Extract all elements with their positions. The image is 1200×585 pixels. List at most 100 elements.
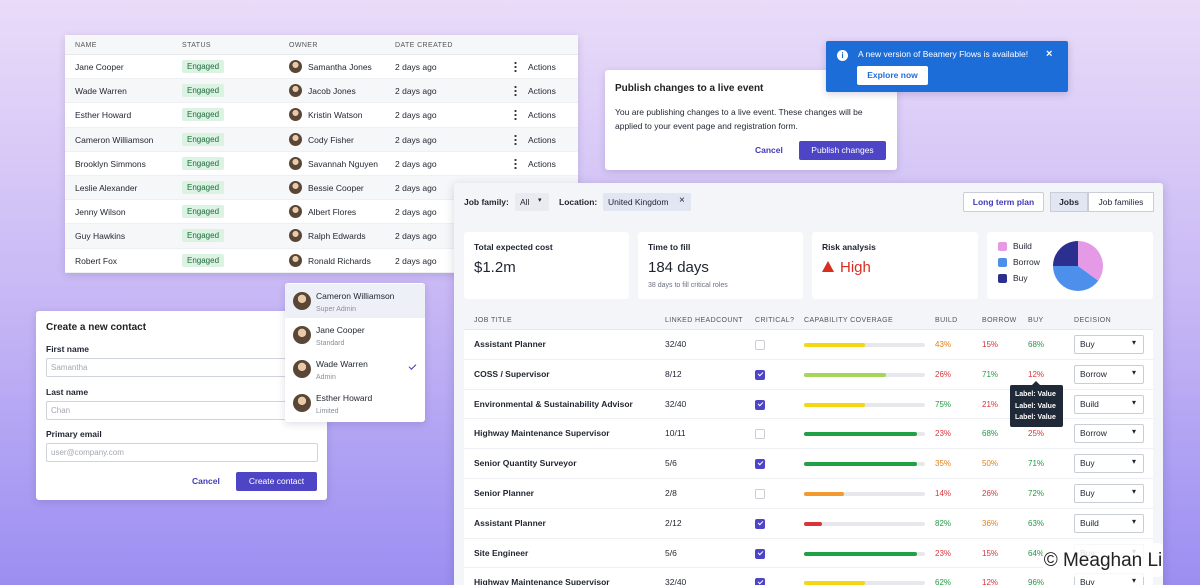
job-title: Senior Planner: [474, 488, 534, 498]
build-percent: 35%: [935, 459, 952, 469]
menu-item[interactable]: Wade Warren Admin: [285, 352, 425, 386]
owner-name: Cody Fisher: [308, 134, 354, 145]
watermark-text: © Meaghan Li: [1043, 550, 1163, 571]
table-row: Environmental & Sustainability Advisor 32…: [464, 390, 1153, 420]
field-label: Primary email: [46, 429, 102, 439]
tooltip-line: Label: Value: [1015, 391, 1056, 398]
checkbox[interactable]: [755, 369, 765, 380]
checkbox[interactable]: [755, 489, 765, 499]
checkbox[interactable]: [755, 429, 765, 440]
create-contact-form: Create a new contact First name Samantha La…: [36, 311, 327, 500]
actions-button[interactable]: Actions: [528, 86, 556, 97]
check-icon: [757, 579, 763, 585]
build-percent: 62%: [935, 578, 952, 585]
plan-button[interactable]: Long term plan: [963, 192, 1044, 212]
menu-item[interactable]: Esther Howard Limited: [285, 386, 425, 420]
card-label: Time to fill: [648, 242, 691, 252]
text-input[interactable]: Chan: [46, 401, 318, 420]
borrow-percent: 21%: [982, 399, 999, 409]
checkbox[interactable]: [755, 340, 765, 350]
menu-item[interactable]: Cameron Williamson Super Admin: [285, 284, 425, 318]
field-label: First name: [46, 344, 89, 354]
user-name: Esther Howard: [316, 393, 373, 403]
caret: ▾: [538, 197, 542, 204]
checkbox[interactable]: [755, 518, 765, 529]
checkbox[interactable]: [755, 548, 765, 559]
checkbox[interactable]: [755, 459, 765, 470]
actions-button[interactable]: Actions: [528, 110, 556, 121]
explore-button[interactable]: Explore now: [857, 66, 928, 85]
field-label: Last name: [46, 387, 89, 397]
user-role: Super Admin: [316, 306, 357, 313]
dashboard: Job family: All ▾ Location: United Kingdom × L…: [454, 183, 1163, 585]
decision-value: Build: [1080, 398, 1099, 409]
user-role: Admin: [316, 374, 336, 381]
filter-label: Location:: [559, 197, 598, 207]
chip-label: United Kingdom: [608, 197, 669, 207]
more-icon: [514, 133, 517, 146]
decision-value: Buy: [1080, 488, 1095, 498]
jobs-table: JOB TITLE LINKED HEADCOUNT CRITICAL? CAPABI…: [464, 310, 1153, 585]
owner-name: Savannah Nguyen: [308, 158, 378, 169]
date-created: 2 days ago: [395, 231, 437, 242]
date-created: 2 days ago: [395, 134, 437, 145]
buy-percent: 71%: [1028, 459, 1045, 469]
card-label: Total expected cost: [474, 242, 553, 252]
actions-button[interactable]: Actions: [528, 158, 556, 169]
build-percent: 14%: [935, 489, 952, 498]
buy-percent: 72%: [1028, 489, 1045, 498]
cancel-button[interactable]: Cancel: [192, 476, 220, 486]
actions-button[interactable]: Actions: [528, 62, 556, 72]
check-icon: [408, 362, 417, 370]
legend-swatch: [998, 274, 1007, 283]
decision-select[interactable]: Buy ▾: [1074, 335, 1144, 354]
cancel-button[interactable]: Cancel: [755, 145, 783, 155]
select[interactable]: All ▾: [515, 193, 549, 211]
confirm-button[interactable]: Publish changes: [799, 141, 886, 160]
tab[interactable]: Jobs: [1050, 192, 1088, 212]
input-placeholder: Chan: [51, 406, 71, 415]
job-title: Site Engineer: [474, 547, 529, 558]
menu-item[interactable]: Jane Cooper Standard: [285, 318, 425, 352]
tab[interactable]: Job families: [1088, 192, 1154, 212]
borrow-percent: 12%: [982, 578, 999, 585]
buy-percent: 63%: [1028, 518, 1045, 528]
column-header: CAPABILITY COVERAGE: [804, 317, 894, 324]
status-badge: Engaged: [182, 60, 225, 73]
checkbox[interactable]: [755, 399, 765, 410]
job-title: Assistant Planner: [474, 339, 546, 349]
headcount: 2/12: [665, 517, 682, 528]
owner-name: Jacob Jones: [308, 86, 356, 97]
avatar: [289, 205, 302, 219]
checkbox[interactable]: [755, 578, 765, 585]
coverage-track: [804, 462, 925, 467]
select-value: All: [520, 197, 530, 207]
legend-swatch: [998, 258, 1007, 267]
buy-percent: 64%: [1028, 548, 1045, 558]
coverage-bar: [804, 462, 917, 467]
owner-name: Albert Flores: [308, 207, 357, 218]
decision-select[interactable]: Borrow ▾: [1074, 364, 1144, 384]
chip-remove[interactable]: ×: [679, 195, 685, 206]
actions-button[interactable]: Actions: [528, 134, 556, 145]
decision-select[interactable]: Buy ▾: [1074, 484, 1144, 503]
build-percent: 82%: [935, 518, 952, 528]
caret: ▾: [1132, 487, 1137, 496]
decision-select[interactable]: Buy ▾: [1074, 454, 1144, 474]
column-header: CRITICAL?: [755, 317, 795, 324]
decision-select[interactable]: Borrow ▾: [1074, 424, 1144, 444]
job-title: Senior Quantity Surveyor: [474, 458, 577, 469]
filter-chip[interactable]: United Kingdom ×: [603, 193, 691, 211]
text-input[interactable]: user@company.com: [46, 443, 318, 462]
decision-select[interactable]: Build ▾: [1074, 513, 1144, 533]
column-header: JOB TITLE: [474, 317, 513, 324]
close-icon[interactable]: ×: [1046, 48, 1053, 60]
decision-value: Build: [1080, 517, 1099, 528]
submit-button[interactable]: Create contact: [236, 472, 317, 491]
contact-name: Wade Warren: [75, 86, 127, 97]
text-input[interactable]: Samantha: [46, 358, 318, 377]
check-icon: [757, 370, 763, 377]
decision-select[interactable]: Build ▾: [1074, 394, 1144, 414]
filter-label: Job family:: [464, 197, 509, 207]
